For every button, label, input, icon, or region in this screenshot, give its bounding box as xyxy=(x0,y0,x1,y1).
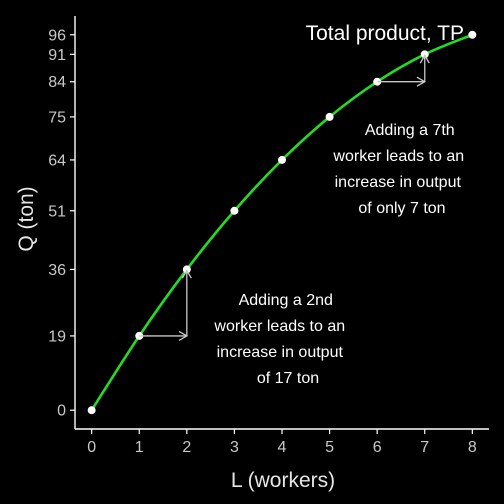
annotation-line: of only 7 ton xyxy=(358,200,445,217)
x-tick-label: 3 xyxy=(230,439,239,456)
y-axis-title: Q (ton) xyxy=(15,186,38,251)
annotation-line: increase in output xyxy=(217,344,344,361)
annotation-second-worker: Adding a 2nd worker leads to an increase… xyxy=(213,292,349,387)
curve-layer xyxy=(90,33,473,411)
annotation-line: worker leads to an xyxy=(213,318,345,335)
annotation-line: Adding a 7th xyxy=(365,122,455,139)
data-point xyxy=(230,206,239,215)
data-point xyxy=(87,406,96,415)
y-tick-label: 19 xyxy=(48,328,66,345)
text-layer: Total product, TP L (workers) Q (ton) Ad… xyxy=(15,22,468,492)
annotation-line: increase in output xyxy=(335,174,462,191)
x-tick-label: 8 xyxy=(468,439,477,456)
data-point xyxy=(325,112,334,121)
y-tick-label: 51 xyxy=(48,203,66,220)
annotation-seventh-worker: Adding a 7th worker leads to an increase… xyxy=(332,122,468,217)
data-point xyxy=(278,155,286,164)
x-tick-label: 2 xyxy=(182,439,191,456)
chart-title: Total product, TP xyxy=(306,22,464,45)
y-tick-label: 91 xyxy=(48,47,66,64)
x-tick-label: 0 xyxy=(87,439,96,456)
x-tick-label: 6 xyxy=(373,439,382,456)
annotation-line: Adding a 2nd xyxy=(239,292,333,309)
x-tick-label: 4 xyxy=(278,439,287,456)
x-axis-title: L (workers) xyxy=(231,469,335,492)
y-tick-label: 36 xyxy=(48,262,66,279)
annotation-line: of 17 ton xyxy=(257,370,319,387)
x-tick-label: 7 xyxy=(420,439,429,456)
y-tick-label: 75 xyxy=(48,109,66,126)
arrow-vertical-head xyxy=(181,269,192,279)
x-tick-label: 1 xyxy=(135,439,144,456)
x-tick-label: 5 xyxy=(325,439,334,456)
y-tick-label: 96 xyxy=(48,27,66,44)
arrow-vertical-head xyxy=(419,54,430,64)
axes: 0 1 2 3 4 5 6 7 8 0 19 36 51 64 75 84 91 96 xyxy=(48,16,489,456)
annotation-arrows xyxy=(139,54,430,341)
y-tick-label: 0 xyxy=(57,403,66,420)
y-tick-label: 84 xyxy=(48,74,66,91)
data-point xyxy=(468,30,477,39)
y-tick-label: 64 xyxy=(48,152,66,169)
tp-curve xyxy=(90,33,473,411)
annotation-line: worker leads to an xyxy=(332,148,464,165)
